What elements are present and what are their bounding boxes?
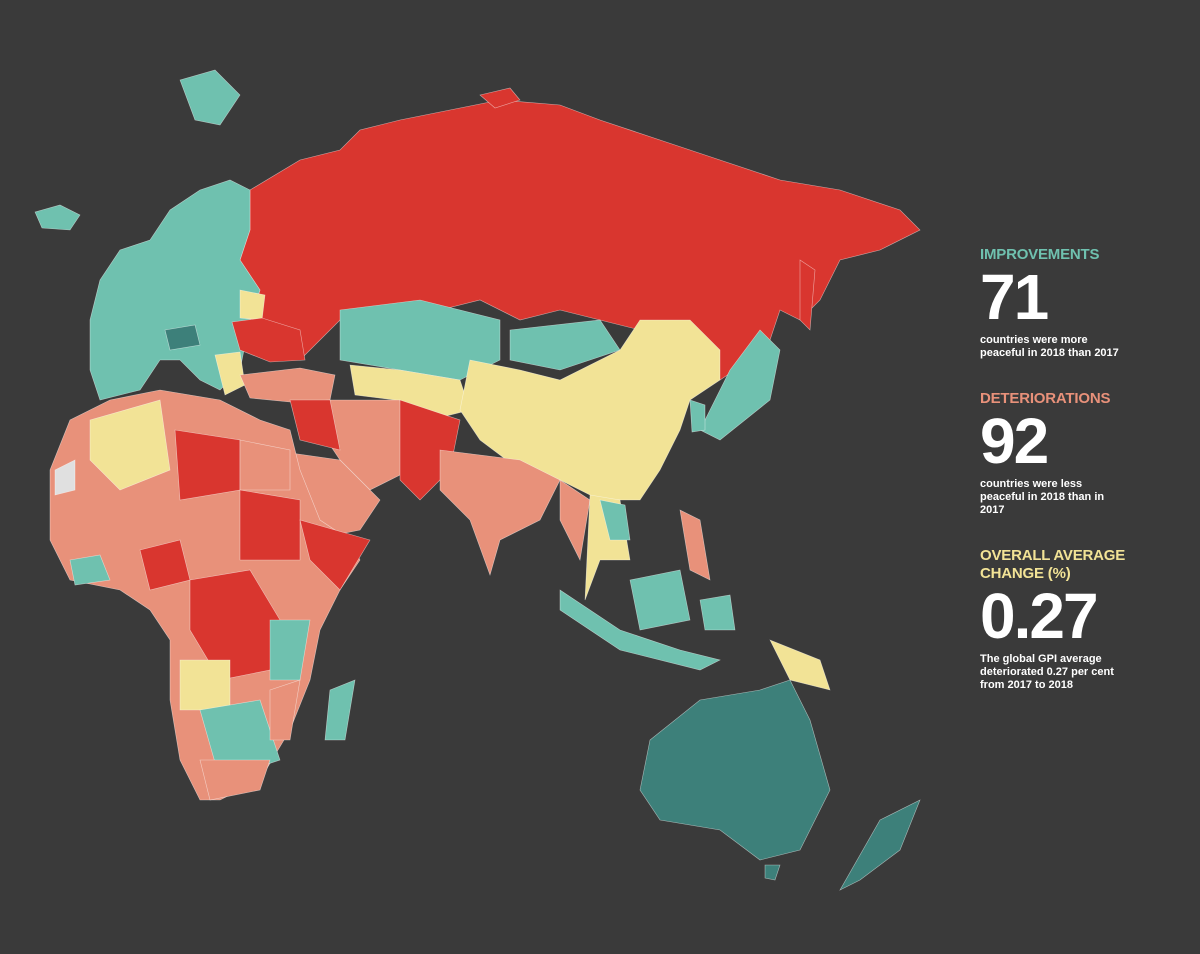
stats-panel: IMPROVEMENTS 71 countries were more peac… bbox=[980, 246, 1130, 722]
stat-description: countries were less peaceful in 2018 tha… bbox=[980, 478, 1105, 516]
stat-heading: IMPROVEMENTS bbox=[980, 246, 1100, 263]
stat-value: 92 bbox=[980, 405, 1049, 477]
stat-heading: DETERIORATIONS bbox=[980, 390, 1111, 407]
stat-value: 71 bbox=[980, 261, 1049, 333]
world-map bbox=[34, 69, 921, 891]
stat-improvements: IMPROVEMENTS 71 countries were more peac… bbox=[980, 246, 1130, 360]
stat-description: The global GPI average deteriorated 0.27… bbox=[980, 653, 1114, 691]
stat-deteriorations: DETERIORATIONS 92 countries were less pe… bbox=[980, 390, 1130, 517]
stat-description: countries were more peaceful in 2018 tha… bbox=[980, 334, 1119, 359]
stat-heading: OVERALL AVERAGE CHANGE (%) bbox=[980, 547, 1126, 582]
stat-average-change: OVERALL AVERAGE CHANGE (%) 0.27 The glob… bbox=[980, 547, 1130, 692]
stat-value: 0.27 bbox=[980, 580, 1099, 652]
